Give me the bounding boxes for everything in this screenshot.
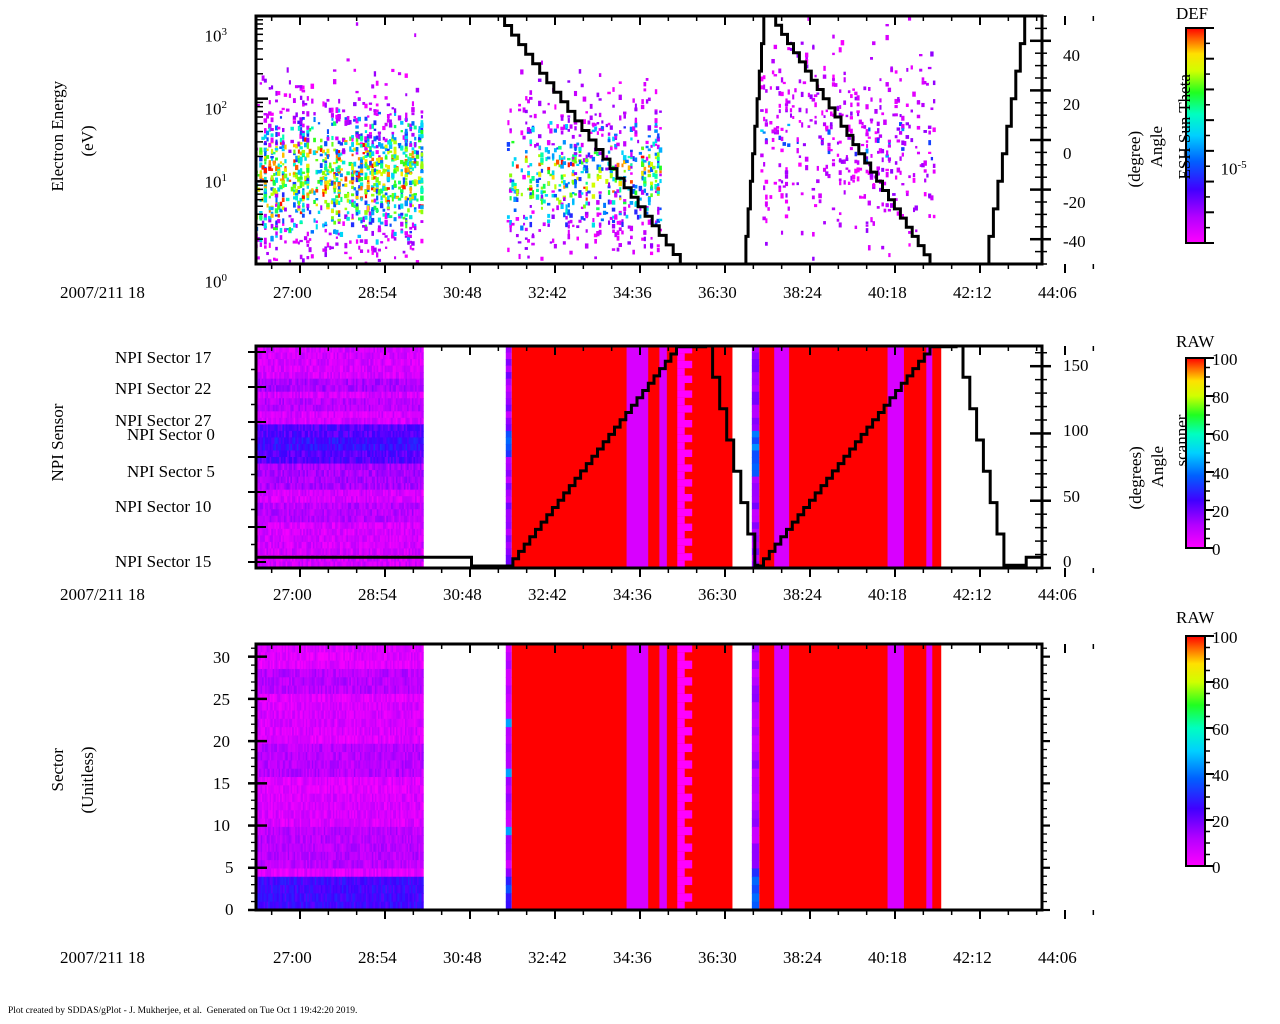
panel1-xtick-8: 42:12	[953, 283, 992, 302]
panel1-sun-theta-line	[256, 16, 1042, 264]
panel3-cb-tick-80: 80	[1212, 674, 1229, 693]
panel1-xtick-0: 27:00	[273, 283, 312, 302]
panel2-xtick-4: 34:36	[613, 585, 652, 604]
panel1-right-tick-20: 20	[1063, 95, 1080, 114]
panel2-ytick-5: NPI Sector 10	[115, 497, 212, 516]
panel1-xtick-2: 30:48	[443, 283, 482, 302]
panel2-xtick-9: 44:06	[1038, 585, 1077, 604]
panel1-right-tick-0: 0	[1063, 144, 1072, 163]
panel2-cb-tick-40: 40	[1212, 464, 1229, 483]
panel3-ytick-25: 25	[213, 690, 230, 709]
panel1-colorbar-title: DEF	[1176, 4, 1209, 23]
panel1-xlabel-date: 2007/211 18	[60, 283, 145, 302]
panel2-cb-tick-0: 0	[1212, 540, 1221, 559]
panel2-xtick-7: 40:18	[868, 585, 907, 604]
panel1-colorbar-unit: ergs/(cm²-sr-sec-eV)	[1265, 77, 1280, 226]
panel3-ylabel-unit: (Unitless)	[78, 746, 97, 814]
panel3-colorbar	[1185, 635, 1206, 867]
panel2-cb-tick-20: 20	[1212, 502, 1229, 521]
panel1-ytick-100: 102	[204, 99, 228, 119]
panel3-xtick-5: 36:30	[698, 948, 737, 967]
panel2-ytick-2: NPI Sector 27	[115, 411, 212, 430]
panel2-right-tick-0: 0	[1063, 552, 1072, 571]
panel1-right-label-unit: (degree)	[1125, 130, 1144, 188]
panel2-ylabel: NPI Sensor	[48, 403, 67, 482]
panel3-xtick-9: 44:06	[1038, 948, 1077, 967]
panel2-right-tick-50: 50	[1063, 487, 1080, 506]
panel2-xtick-6: 38:24	[783, 585, 822, 604]
panel3-cb-tick-40: 40	[1212, 766, 1229, 785]
panel3-data	[256, 644, 942, 910]
panel1-xtick-4: 34:36	[613, 283, 652, 302]
panel2-cb-tick-100: 100	[1212, 350, 1238, 369]
panel1-ylabel-unit: (eV)	[78, 125, 97, 157]
panel3-xtick-2: 30:48	[443, 948, 482, 967]
panel3-cb-tick-0: 0	[1212, 858, 1221, 877]
panel3-xlabel-date: 2007/211 18	[60, 948, 145, 967]
panel3-xtick-8: 42:12	[953, 948, 992, 967]
panel3-colorbar-title: RAW	[1176, 608, 1215, 627]
panel2-xtick-1: 28:54	[358, 585, 397, 604]
panel3-cb-tick-100: 100	[1212, 628, 1238, 647]
panel3-cb-tick-60: 60	[1212, 720, 1229, 739]
panel2-xtick-3: 32:42	[528, 585, 567, 604]
panel2-scanner-angle-line	[256, 346, 1042, 568]
panel3-cb-tick-20: 20	[1212, 812, 1229, 831]
figure-footer: Plot created by SDDAS/gPlot - J. Mukherj…	[8, 1006, 358, 1016]
panel2-colorbar-unit: Unitless	[1262, 436, 1280, 500]
panel3-ytick-30: 30	[213, 648, 230, 667]
panel2-xtick-5: 36:30	[698, 585, 737, 604]
panel1-xtick-3: 32:42	[528, 283, 567, 302]
panel2-xtick-0: 27:00	[273, 585, 312, 604]
panel2-data	[256, 346, 1042, 568]
panel1-colorbar-tick: 10-5	[1220, 159, 1247, 179]
panel1-ytick-1000: 103	[204, 26, 228, 46]
panel2-ytick-6: NPI Sector 15	[115, 552, 212, 571]
panel1-right-tick-m20: -20	[1063, 193, 1086, 212]
panel2-colorbar-title: RAW	[1176, 332, 1215, 351]
panel1-right-tick-m40: -40	[1063, 232, 1086, 251]
panel1-right-tick-40: 40	[1063, 46, 1080, 65]
panel1-data	[256, 16, 1042, 264]
panel2-right-label-unit: (degrees)	[1126, 446, 1145, 510]
panel2-xtick-2: 30:48	[443, 585, 482, 604]
panel3-ytick-5: 5	[225, 858, 234, 877]
panel3-xtick-6: 38:24	[783, 948, 822, 967]
panel1-xtick-6: 38:24	[783, 283, 822, 302]
panel2-xtick-8: 42:12	[953, 585, 992, 604]
panel3-xtick-1: 28:54	[358, 948, 397, 967]
panel1-ytick-1: 100	[204, 272, 228, 292]
panel2-ytick-3: NPI Sector 0	[127, 425, 215, 444]
panel2-cb-tick-80: 80	[1212, 388, 1229, 407]
panel3-xtick-4: 34:36	[613, 948, 652, 967]
panel1-ytick-10: 101	[204, 172, 228, 192]
panel3-xtick-3: 32:42	[528, 948, 567, 967]
panel1-xtick-1: 28:54	[358, 283, 397, 302]
panel1-xtick-5: 36:30	[698, 283, 737, 302]
panel2-ytick-1: NPI Sector 22	[115, 379, 212, 398]
panel2-right-tick-100: 100	[1063, 421, 1089, 440]
panel3-colorbar-unit: Unitless	[1262, 751, 1280, 815]
panel3-ytick-20: 20	[213, 732, 230, 751]
panel3-xtick-7: 40:18	[868, 948, 907, 967]
panel3-ytick-15: 15	[213, 774, 230, 793]
panel2-xlabel-date: 2007/211 18	[60, 585, 145, 604]
panel3-xtick-0: 27:00	[273, 948, 312, 967]
panel2-right-tick-150: 150	[1063, 356, 1089, 375]
panel3-frame	[254, 642, 1044, 912]
panel1-xtick-7: 40:18	[868, 283, 907, 302]
panel2-ytick-4: NPI Sector 5	[127, 462, 215, 481]
panel1-xtick-9: 44:06	[1038, 283, 1077, 302]
panel3-ytick-10: 10	[213, 816, 230, 835]
panel2-ytick-0: NPI Sector 17	[115, 348, 212, 367]
panel3-ytick-0: 0	[225, 900, 234, 919]
panel2-cb-tick-60: 60	[1212, 426, 1229, 445]
